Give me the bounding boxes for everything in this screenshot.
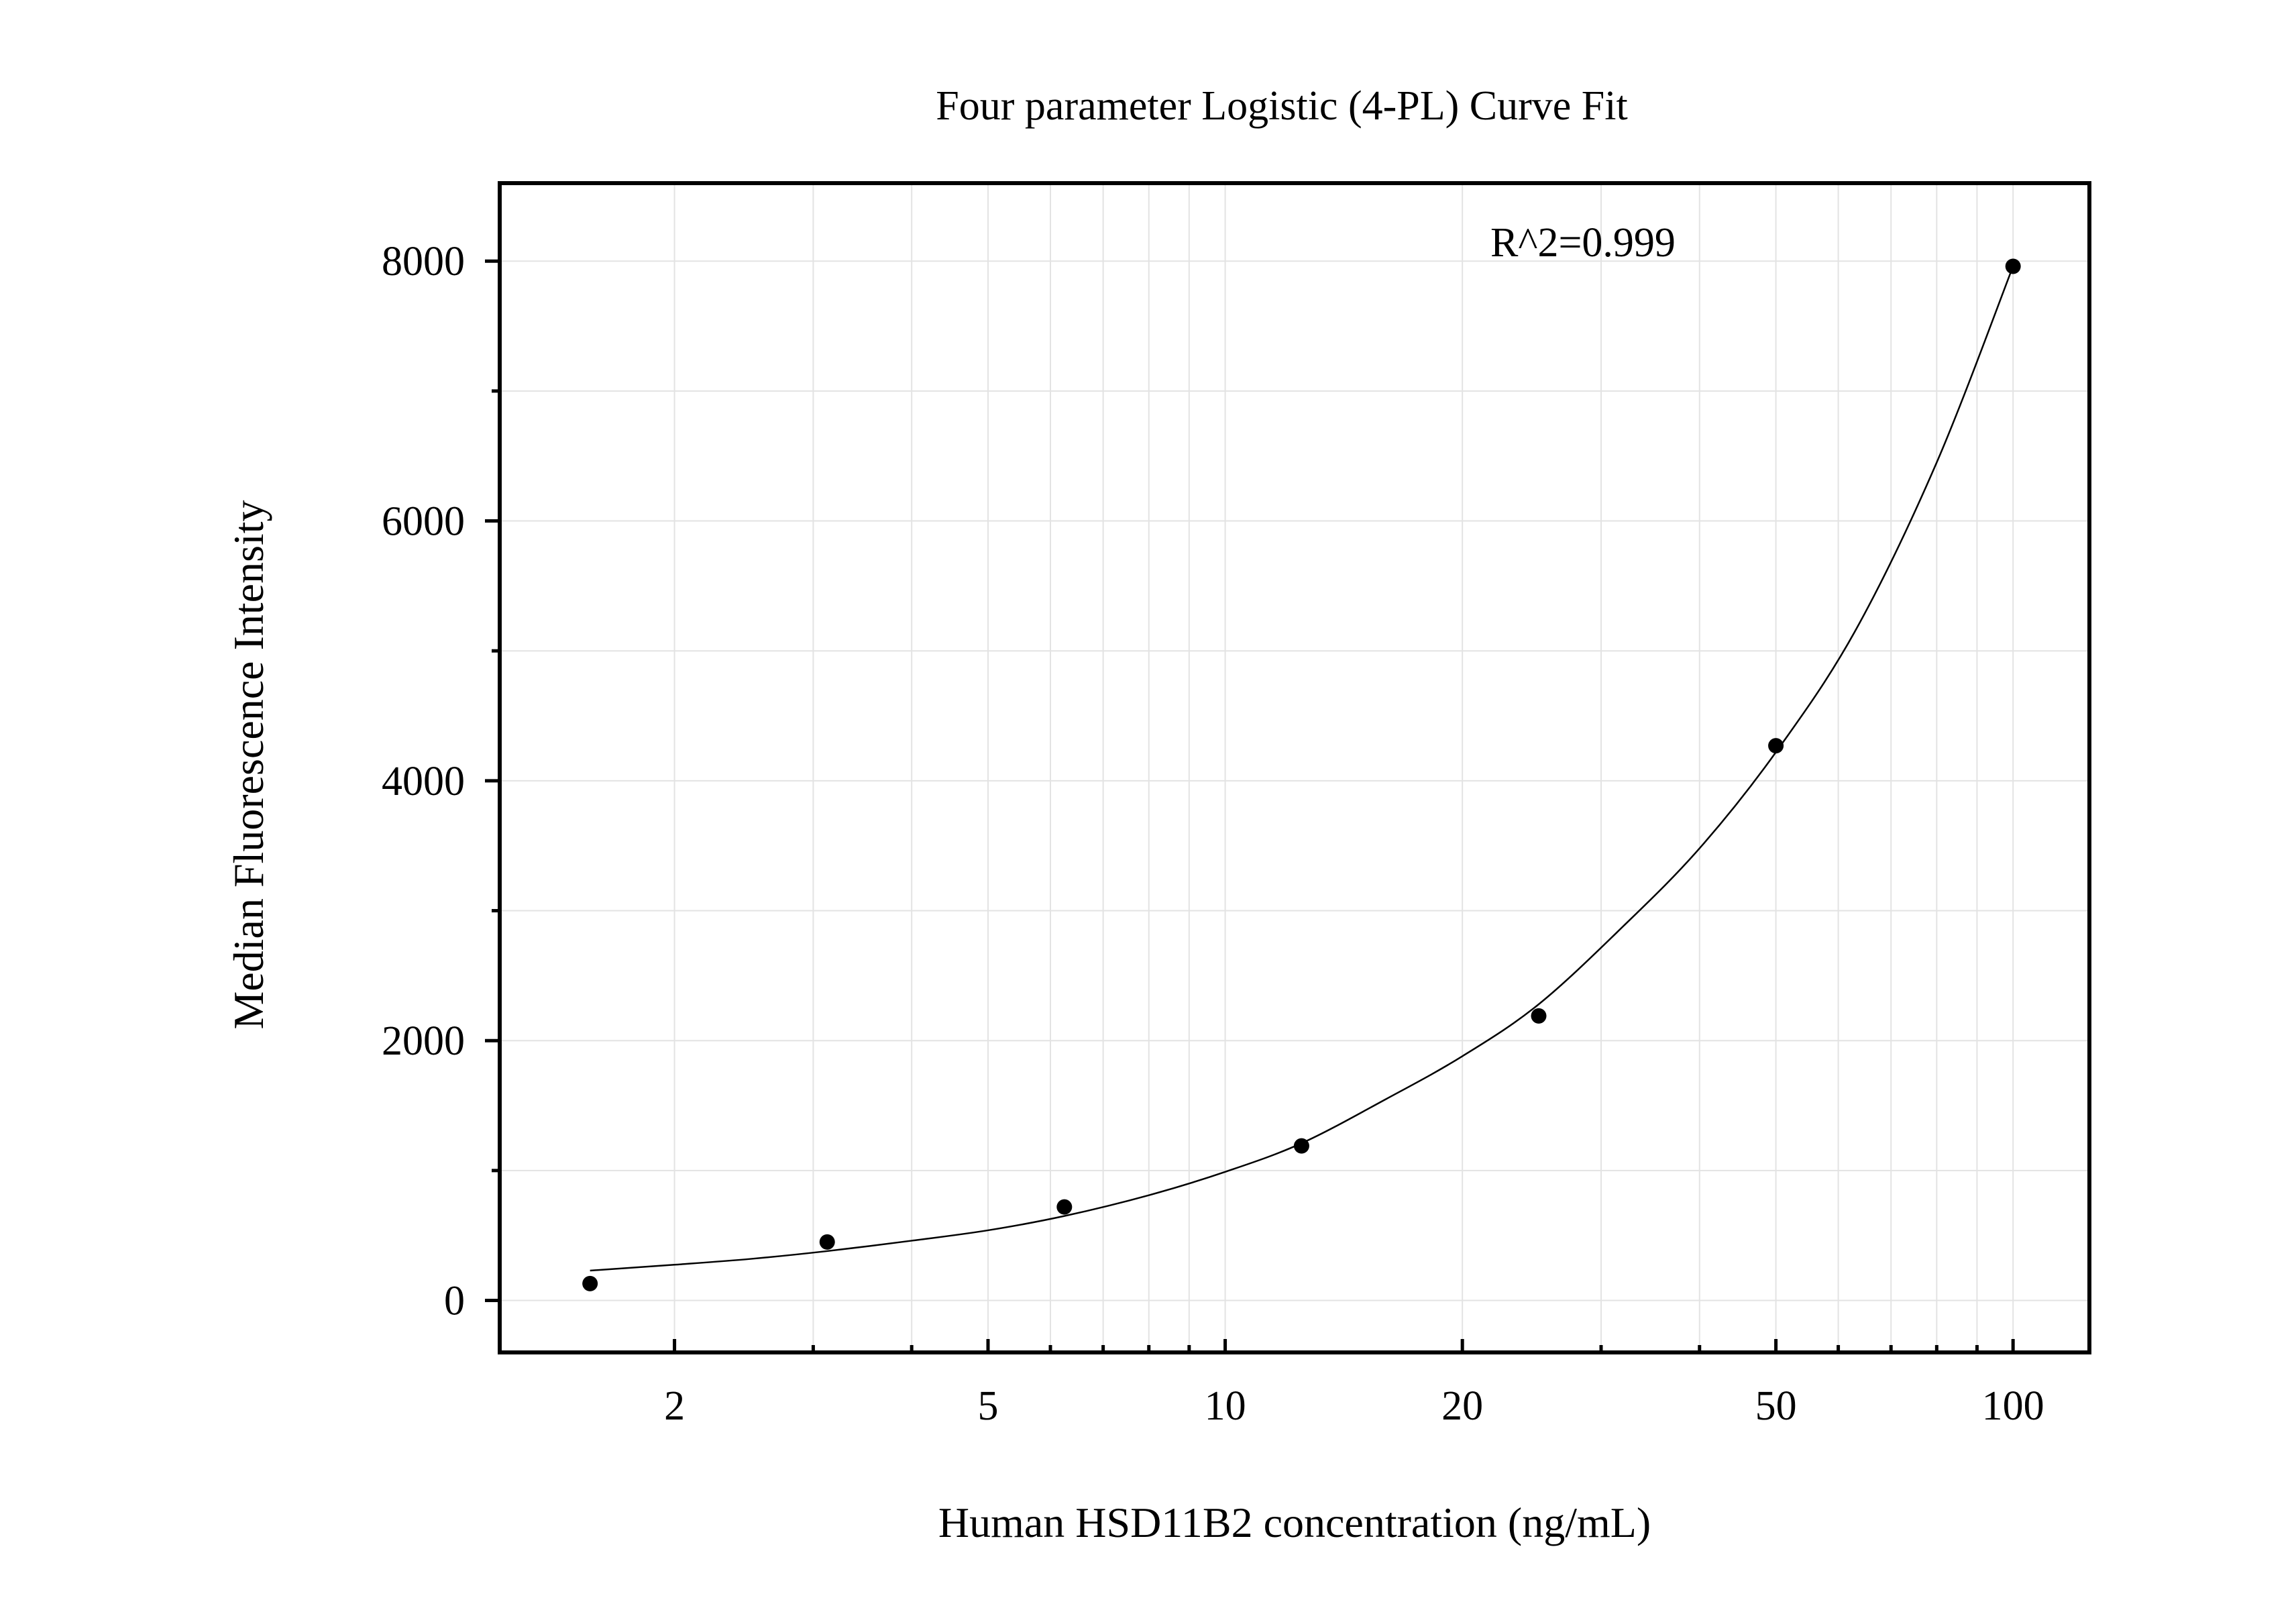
data-point: [2005, 258, 2021, 274]
chart-title: Four parameter Logistic (4-PL) Curve Fit: [936, 83, 1627, 129]
x-tick-label: 10: [1205, 1383, 1246, 1429]
data-point: [819, 1234, 835, 1250]
x-tick-label: 50: [1755, 1383, 1797, 1429]
data-point: [582, 1275, 598, 1291]
fit-curve-line: [590, 266, 2014, 1272]
data-point: [1293, 1138, 1309, 1154]
y-tick-label: 0: [444, 1279, 465, 1324]
x-tick-label: 5: [977, 1383, 998, 1429]
axis-ticks: 2 5 10 20 50 100 0 2000 4000 6000 8000: [382, 239, 2044, 1429]
data-point: [1056, 1199, 1073, 1215]
plot-frame: [498, 181, 2091, 1354]
x-axis-title: Human HSD11B2 concentration (ng/mL): [938, 1499, 1651, 1546]
y-tick-label: 4000: [382, 759, 465, 804]
x-tick-label: 20: [1441, 1383, 1483, 1429]
data-point: [1531, 1008, 1547, 1024]
x-tick-label: 2: [664, 1383, 685, 1429]
x-tick-label: 100: [1982, 1383, 2044, 1429]
y-axis-title: Median Fluorescence Intensity: [225, 500, 272, 1029]
grid: [500, 183, 2089, 1352]
y-tick-label: 8000: [382, 239, 465, 284]
data-point: [1768, 738, 1784, 754]
y-tick-label: 6000: [382, 499, 465, 545]
r-squared-annotation: R^2=0.999: [1490, 220, 1676, 266]
y-tick-label: 2000: [382, 1018, 465, 1064]
data-points: [582, 258, 2021, 1291]
